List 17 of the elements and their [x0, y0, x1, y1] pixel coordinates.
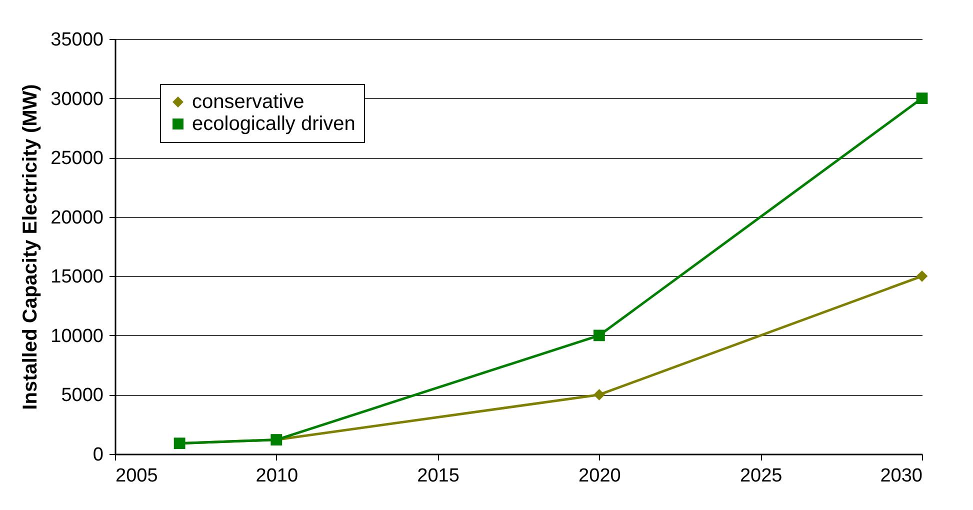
y-tick-label: 20000: [50, 207, 104, 228]
x-tick-label: 2025: [740, 466, 782, 486]
y-axis-title: Installed Capacity Electricity (MW): [20, 84, 42, 410]
legend-label: conservative: [192, 91, 304, 113]
x-tick-label: 2010: [256, 466, 298, 486]
y-tick-label: 5000: [61, 385, 104, 406]
y-tick-label: 25000: [50, 148, 104, 170]
x-tick-label: 2030: [880, 466, 922, 486]
legend-label: ecologically driven: [192, 113, 356, 135]
y-tick-label: 30000: [50, 88, 104, 110]
y-tick-label: 35000: [50, 30, 104, 50]
y-tick-label: 0: [92, 444, 104, 466]
x-tick-label: 2015: [417, 466, 460, 486]
y-tick-label: 10000: [50, 326, 104, 347]
y-tick-label: 15000: [50, 266, 104, 288]
x-tick-label: 2020: [578, 466, 621, 486]
x-tick-label: 2005: [116, 466, 158, 486]
